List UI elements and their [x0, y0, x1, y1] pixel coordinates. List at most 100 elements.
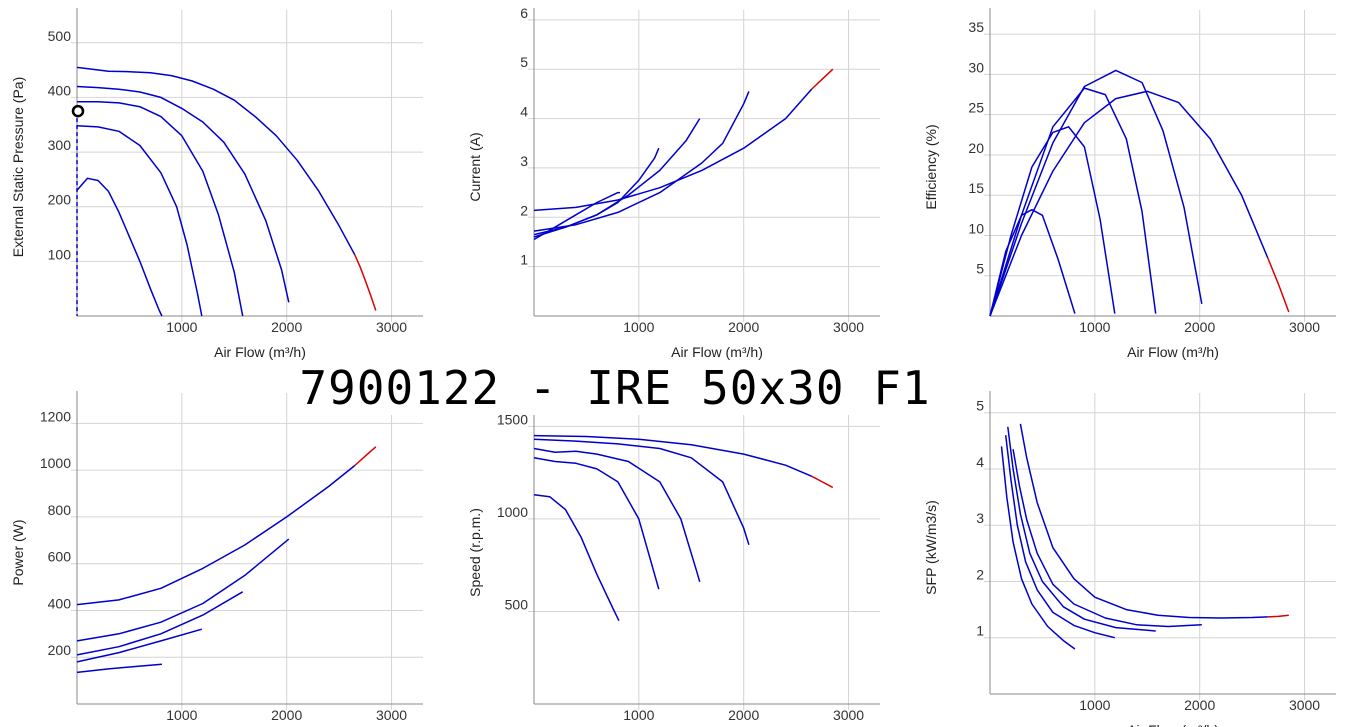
pressure-curve-5	[76, 177, 163, 317]
power-ytick-label: 600	[48, 549, 72, 565]
efficiency-ytick-label: 25	[968, 100, 984, 116]
efficiency-chart: 5 10 15 20 25 30 35 1000 2000 3000 Air Flow (m³/h)…	[923, 8, 1336, 360]
power-y-axis-label: Power (W)	[10, 519, 26, 585]
pressure-operating-point[interactable]	[71, 104, 85, 118]
efficiency-ytick-label: 15	[968, 180, 984, 196]
pressure-limit-segment	[354, 254, 377, 311]
current-chart: 1 2 3 4 5 6 1000 2000 3000 Air Flow (m³/h) Current…	[467, 5, 880, 360]
current-x-axis-label: Air Flow (m³/h)	[671, 344, 763, 360]
current-curve-5	[533, 191, 620, 241]
pressure-y-axis-label: External Static Pressure (Pa)	[10, 77, 26, 258]
power-ytick-label: 200	[48, 642, 72, 658]
sfp-curve-2	[1012, 449, 1202, 628]
power-ytick-label: 1200	[40, 408, 71, 424]
pressure-curve-1	[76, 66, 356, 256]
sfp-curve-4	[1004, 435, 1115, 639]
speed-limit-segment	[811, 475, 834, 489]
sfp-ytick-label: 5	[976, 398, 984, 414]
efficiency-curve-3	[989, 87, 1157, 317]
pressure-ytick-label: 300	[48, 137, 72, 153]
sfp-limit-segment	[1267, 614, 1289, 618]
sfp-ytick-label: 4	[976, 454, 984, 470]
efficiency-curve-1	[989, 90, 1269, 317]
efficiency-curve-4	[989, 126, 1116, 317]
pressure-chart: 100 200 300 400 500 1000 2000 3000 Air Flow (m³/…	[10, 8, 423, 360]
efficiency-xtick-label: 2000	[1184, 319, 1215, 335]
pressure-xtick-label: 3000	[376, 319, 407, 335]
pressure-x-axis-label: Air Flow (m³/h)	[214, 344, 306, 360]
speed-chart: 500 1000 1500 1000 2000 3000 Speed (r.p.m.)	[467, 391, 880, 723]
speed-curve-4	[533, 457, 660, 590]
efficiency-xtick-label: 1000	[1079, 319, 1110, 335]
efficiency-curve-2	[989, 69, 1203, 317]
current-curve-1	[533, 88, 813, 212]
efficiency-limit-segment	[1267, 257, 1290, 313]
model-title-text: 7900122 - IRE 50x30 F1	[295, 361, 935, 415]
sfp-xtick-label: 1000	[1079, 697, 1110, 713]
speed-curve-1	[533, 434, 813, 477]
speed-xtick-label: 1000	[623, 707, 654, 723]
power-xtick-label: 3000	[376, 707, 407, 723]
efficiency-xtick-label: 3000	[1289, 319, 1320, 335]
current-xtick-label: 1000	[623, 319, 654, 335]
power-ytick-label: 400	[48, 595, 72, 611]
power-curve-4	[76, 628, 203, 663]
efficiency-x-axis-label: Air Flow (m³/h)	[1127, 344, 1219, 360]
power-curve-5	[76, 663, 162, 674]
pressure-xtick-label: 2000	[271, 319, 302, 335]
current-xtick-label: 3000	[833, 319, 864, 335]
model-title: 7900122 - IRE 50x30 F1	[0, 356, 1230, 420]
efficiency-y-axis-label: Efficiency (%)	[923, 124, 939, 209]
speed-ytick-label: 500	[505, 596, 529, 612]
pressure-ytick-label: 200	[48, 192, 72, 208]
power-curve-3	[76, 591, 244, 656]
sfp-curve-5	[1000, 446, 1076, 650]
current-ytick-label: 4	[520, 104, 528, 120]
speed-ytick-label: 1500	[497, 411, 528, 427]
current-limit-segment	[811, 68, 834, 90]
current-curve-2	[533, 91, 750, 232]
sfp-ytick-label: 3	[976, 510, 984, 526]
speed-curve-2	[533, 438, 750, 546]
efficiency-ytick-label: 5	[976, 261, 984, 277]
power-curve-2	[76, 538, 290, 642]
speed-xtick-label: 2000	[728, 707, 759, 723]
current-curve-4	[533, 147, 660, 238]
efficiency-ytick-label: 35	[968, 19, 984, 35]
efficiency-ytick-label: 20	[968, 140, 984, 156]
sfp-ytick-label: 2	[976, 566, 984, 582]
speed-xtick-label: 3000	[833, 707, 864, 723]
power-limit-segment	[354, 446, 377, 467]
sfp-ytick-label: 1	[976, 623, 984, 639]
current-ytick-label: 5	[520, 54, 528, 70]
pressure-ytick-label: 100	[48, 246, 72, 262]
current-ytick-label: 3	[520, 153, 528, 169]
speed-curve-3	[533, 447, 701, 583]
pressure-xtick-label: 1000	[166, 319, 197, 335]
pressure-ytick-label: 400	[48, 82, 72, 98]
current-ytick-label: 1	[520, 252, 528, 268]
efficiency-ytick-label: 10	[968, 220, 984, 236]
sfp-y-axis-label: SFP (kW/m3/s)	[923, 500, 939, 595]
pressure-curve-4	[76, 125, 203, 317]
sfp-xtick-label: 3000	[1289, 697, 1320, 713]
pressure-ytick-label: 500	[48, 28, 72, 44]
power-chart: 200 400 600 800 1000 1200 1000 2000 3000 Power (W…	[10, 391, 423, 723]
sfp-curve-3	[1007, 426, 1156, 632]
sfp-x-axis-label: Air Flow (m³/h)	[1127, 722, 1219, 727]
power-xtick-label: 2000	[271, 707, 302, 723]
current-xtick-label: 2000	[728, 319, 759, 335]
pressure-curve-2	[76, 85, 290, 303]
power-ytick-label: 800	[48, 502, 72, 518]
current-y-axis-label: Current (A)	[467, 132, 483, 201]
current-ytick-label: 2	[520, 202, 528, 218]
sfp-curve-1	[1019, 423, 1268, 619]
efficiency-ytick-label: 30	[968, 59, 984, 75]
power-xtick-label: 1000	[166, 707, 197, 723]
speed-y-axis-label: Speed (r.p.m.)	[467, 508, 483, 597]
current-ytick-label: 6	[520, 5, 528, 21]
sfp-chart: 1 2 3 4 5 1000 2000 3000 Air Flow (m³/h) SFP (kW/…	[923, 391, 1336, 727]
sfp-xtick-label: 2000	[1184, 697, 1215, 713]
power-curve-1	[76, 464, 356, 606]
